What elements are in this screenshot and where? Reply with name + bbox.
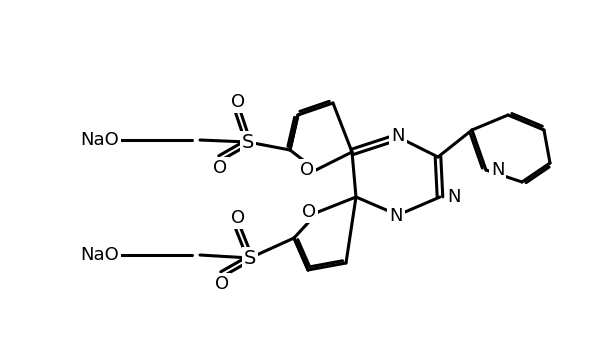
Text: O: O [215,275,229,293]
Text: N: N [391,127,405,145]
Text: N: N [389,207,403,225]
Text: O: O [231,209,245,227]
Text: S: S [242,132,254,151]
Text: NaO: NaO [81,131,120,149]
Text: O: O [231,93,245,111]
Text: O: O [213,159,227,177]
Text: S: S [244,248,256,267]
Text: O: O [300,161,314,179]
Text: N: N [447,188,460,206]
Text: O: O [302,203,316,221]
Text: N: N [491,161,504,179]
Text: NaO: NaO [81,246,120,264]
